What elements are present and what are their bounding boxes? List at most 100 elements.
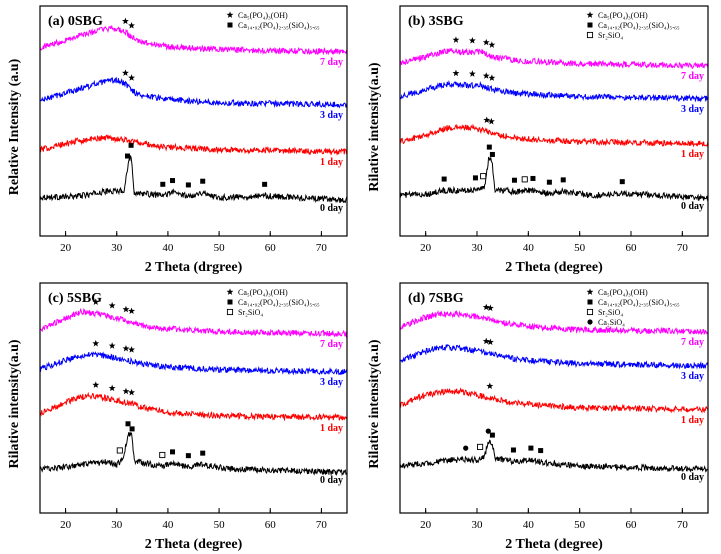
legend-symbol-open-square <box>226 308 234 316</box>
peak-marker-star <box>122 17 129 25</box>
x-tick-label: 50 <box>214 519 226 531</box>
peak-marker-star <box>482 337 490 345</box>
legend-symbol-circle <box>587 319 593 325</box>
series-line <box>399 309 709 336</box>
legend-symbol-square <box>227 22 233 28</box>
series-label: 3 day <box>681 371 704 382</box>
peak-marker-star <box>486 382 494 390</box>
series-label: 3 day <box>681 104 704 115</box>
peak-marker-star <box>108 384 116 392</box>
peak-marker-square <box>200 178 206 184</box>
x-tick-label: 20 <box>420 519 432 531</box>
legend-entry: Ca₁₄.₉₂(PO₄)₂.₃₅(SiO₄)₅.₆₅ <box>598 21 680 30</box>
series-label: 3 day <box>320 377 343 388</box>
x-tick-label: 30 <box>472 242 484 254</box>
x-tick-label: 50 <box>574 519 586 531</box>
x-tick-label: 70 <box>677 242 689 254</box>
series-line <box>39 134 348 156</box>
legend-symbol-square <box>587 22 593 28</box>
peak-marker-star <box>128 388 136 396</box>
legend-symbol-square <box>227 299 233 305</box>
series-line <box>39 391 348 422</box>
peak-marker-square <box>510 447 516 453</box>
peak-marker-star <box>92 339 100 347</box>
peak-marker-square <box>125 421 131 427</box>
panel-2: 0 day 1 day 3 day 7 day 20 30 40 50 60 70 (b) 3SBG… <box>367 5 709 275</box>
peak-marker-star <box>92 298 100 305</box>
peak-marker-square <box>128 142 134 148</box>
x-tick-label: 70 <box>316 519 328 531</box>
peak-marker-star <box>482 72 490 79</box>
peak-marker-open-square <box>477 443 484 450</box>
series-line <box>399 387 709 414</box>
series-label: 3 day <box>320 110 343 121</box>
peak-marker-square <box>489 432 495 438</box>
legend-symbol-star <box>586 288 594 295</box>
legend-symbol-star <box>586 11 594 18</box>
series-line <box>39 307 348 339</box>
peak-marker-star <box>128 74 136 81</box>
peak-marker-square <box>185 182 191 188</box>
series-line <box>39 431 348 477</box>
legend-entry: Ca₁₄.₉₂(PO₄)₂.₃₅(SiO₄)₅.₆₅ <box>238 21 320 30</box>
panel-1: 0 day 1 day 3 day 7 day 20 30 40 50 60 70 (a) 0SBG… <box>7 5 348 275</box>
series-line <box>399 47 709 70</box>
peak-marker-open-square <box>480 173 487 180</box>
peak-marker-star <box>468 70 476 77</box>
x-tick-label: 70 <box>677 519 689 531</box>
y-axis-label: Rilative intensity(a.u) <box>7 339 22 468</box>
peak-marker-star <box>487 117 495 125</box>
y-axis-label: Relative Intensity (a.u) <box>7 58 22 195</box>
x-tick-label: 40 <box>162 242 174 254</box>
peak-marker-square <box>538 448 544 454</box>
series-label: 7 day <box>681 337 704 348</box>
series-label: 1 day <box>681 149 704 160</box>
x-tick-label: 20 <box>60 242 72 254</box>
series-label: 0 day <box>320 203 343 214</box>
peak-marker-square <box>489 151 495 157</box>
x-tick-label: 40 <box>523 519 535 531</box>
peak-marker-star <box>483 116 491 123</box>
series-label: 7 day <box>320 339 343 350</box>
peak-marker-star <box>486 304 494 312</box>
legend-symbol-star <box>226 288 234 295</box>
legend-entry: Ca₅(PO₄)₃(OH) <box>598 11 648 20</box>
peak-marker-star <box>482 38 490 46</box>
legend-symbol-square <box>587 299 593 305</box>
peak-marker-circle <box>485 428 491 434</box>
peak-marker-square <box>530 175 536 181</box>
x-axis-label: 2 Theta (drgree) <box>145 260 243 275</box>
x-tick-label: 30 <box>472 519 484 531</box>
x-tick-label: 20 <box>420 242 432 254</box>
peak-marker-square <box>185 453 191 459</box>
peak-marker-star <box>122 387 130 395</box>
panel-4: 0 day 1 day 3 day 7 day 20 30 40 50 60 70 (d) 7SBG… <box>367 282 709 552</box>
peak-marker-square <box>129 426 135 432</box>
legend-symbol-star <box>226 11 234 18</box>
y-axis-label: Rilative intensity(a.u) <box>367 339 382 468</box>
series-label: 1 day <box>320 423 343 434</box>
peak-marker-open-square <box>116 447 123 454</box>
peak-marker-square <box>472 175 478 181</box>
peak-marker-square <box>170 449 176 455</box>
x-tick-label: 60 <box>265 519 277 531</box>
legend-entry: Ca₁₄.₉₂(PO₄)₂.₃₅(SiO₄)₅.₆₅ <box>598 298 680 307</box>
peak-marker-star <box>128 346 136 353</box>
peak-marker-square <box>262 181 268 187</box>
peak-marker-star <box>122 344 130 352</box>
legend-entry: Ca₁₄.₉₂(PO₄)₂.₃₅(SiO₄)₅.₆₅ <box>238 298 320 307</box>
peak-marker-open-square <box>521 176 528 183</box>
x-tick-label: 40 <box>523 242 535 254</box>
legend-symbol-open-square <box>586 31 594 39</box>
legend-entry: Ca₅(PO₄)₃(OH) <box>238 11 288 20</box>
x-tick-label: 60 <box>626 242 638 254</box>
series-line <box>399 156 709 201</box>
peak-marker-square <box>160 181 166 187</box>
x-tick-label: 30 <box>111 242 123 254</box>
peak-marker-square <box>486 144 492 150</box>
peak-marker-star <box>128 307 136 314</box>
panel-title: (d) 7SBG <box>408 291 464 306</box>
peak-marker-star <box>108 302 116 309</box>
peak-marker-star <box>482 303 490 311</box>
